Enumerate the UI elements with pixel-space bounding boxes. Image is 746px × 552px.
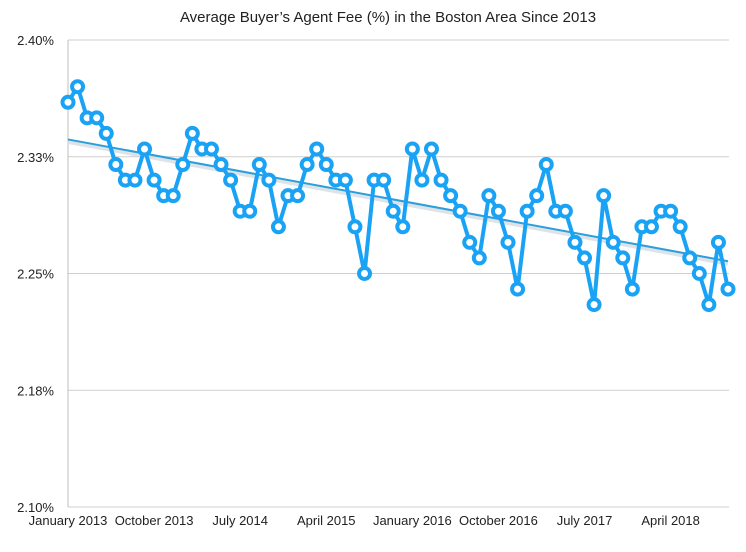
data-point xyxy=(165,188,181,204)
data-point xyxy=(146,172,162,188)
data-point xyxy=(203,141,219,157)
x-tick-label: October 2016 xyxy=(459,513,538,528)
data-point xyxy=(213,157,229,173)
data-point xyxy=(462,234,478,250)
data-point xyxy=(127,172,143,188)
data-point xyxy=(710,234,726,250)
data-point xyxy=(510,281,526,297)
data-point xyxy=(251,157,267,173)
data-point xyxy=(720,281,736,297)
y-tick-label: 2.33% xyxy=(17,150,54,165)
data-point xyxy=(701,297,717,313)
chart-title: Average Buyer’s Agent Fee (%) in the Bos… xyxy=(180,9,596,26)
data-point xyxy=(481,188,497,204)
data-point xyxy=(309,141,325,157)
data-point xyxy=(529,188,545,204)
data-point xyxy=(184,125,200,141)
data-point xyxy=(270,219,286,235)
data-point xyxy=(60,94,76,110)
data-point xyxy=(347,219,363,235)
data-point xyxy=(395,219,411,235)
data-point xyxy=(663,203,679,219)
gridlines xyxy=(67,39,729,508)
data-point xyxy=(318,157,334,173)
x-tick-label: April 2018 xyxy=(641,513,700,528)
data-point xyxy=(299,157,315,173)
y-tick-label: 2.18% xyxy=(17,383,54,398)
data-point xyxy=(175,157,191,173)
data-point xyxy=(433,172,449,188)
series-line xyxy=(66,84,730,307)
data-point xyxy=(137,141,153,157)
x-tick-label: April 2015 xyxy=(297,513,356,528)
data-point xyxy=(70,79,86,95)
x-tick-label: July 2017 xyxy=(557,513,613,528)
x-tick-label: January 2013 xyxy=(29,513,108,528)
x-tick-label: January 2016 xyxy=(373,513,452,528)
data-point xyxy=(98,125,114,141)
data-point xyxy=(242,203,258,219)
data-point xyxy=(538,157,554,173)
y-tick-label: 2.10% xyxy=(17,500,54,515)
series xyxy=(66,84,730,307)
data-point xyxy=(223,172,239,188)
data-point xyxy=(500,234,516,250)
x-axis-ticks: January 2013 October 2013 July 2014 April 2… xyxy=(29,513,700,528)
data-point xyxy=(605,234,621,250)
data-point xyxy=(357,266,373,281)
y-tick-label: 2.40% xyxy=(17,33,54,48)
y-tick-label: 2.25% xyxy=(17,267,54,282)
data-points xyxy=(60,79,736,313)
x-tick-label: July 2014 xyxy=(212,513,268,528)
data-point xyxy=(567,234,583,250)
data-point xyxy=(89,110,105,126)
data-point xyxy=(337,172,353,188)
data-point xyxy=(672,219,688,235)
data-point xyxy=(404,141,420,157)
data-point xyxy=(691,266,707,281)
data-point xyxy=(414,172,430,188)
data-point xyxy=(290,188,306,204)
data-point xyxy=(682,250,698,266)
data-point xyxy=(471,250,487,266)
data-point xyxy=(519,203,535,219)
data-point xyxy=(443,188,459,204)
data-point xyxy=(557,203,573,219)
x-tick-label: October 2013 xyxy=(115,513,194,528)
data-point xyxy=(577,250,593,266)
data-point xyxy=(643,219,659,235)
data-point xyxy=(452,203,468,219)
data-point xyxy=(596,188,612,204)
data-point xyxy=(261,172,277,188)
data-point xyxy=(108,157,124,173)
data-point xyxy=(385,203,401,219)
data-point xyxy=(376,172,392,188)
y-axis-ticks: 2.10% 2.18% 2.25% 2.33% 2.40% xyxy=(17,33,54,515)
data-point xyxy=(490,203,506,219)
data-point xyxy=(615,250,631,266)
data-point xyxy=(624,281,640,297)
data-point xyxy=(586,297,602,313)
data-point xyxy=(423,141,439,157)
